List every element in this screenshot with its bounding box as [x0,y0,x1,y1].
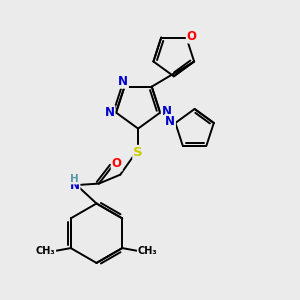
Text: S: S [133,146,143,159]
Text: H: H [70,173,79,184]
Text: N: N [118,75,128,88]
Text: CH₃: CH₃ [36,246,55,256]
Text: N: N [162,105,172,118]
Text: N: N [165,115,175,128]
Text: N: N [70,178,80,192]
Text: N: N [104,106,115,119]
Text: O: O [187,30,197,43]
Text: CH₃: CH₃ [138,246,157,256]
Text: O: O [112,158,122,170]
